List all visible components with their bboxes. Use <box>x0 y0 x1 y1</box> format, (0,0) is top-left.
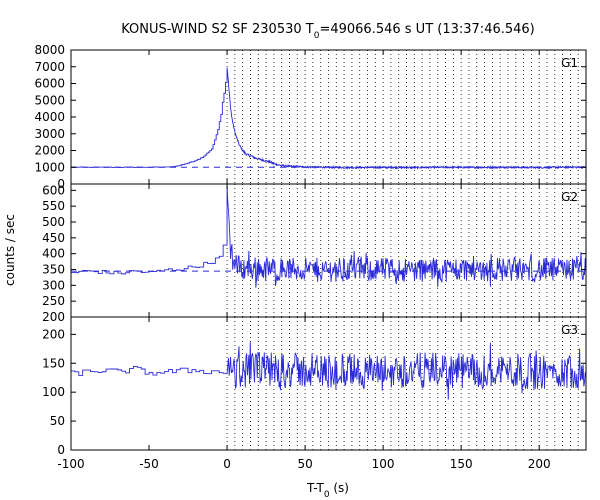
y-tick-label: 200 <box>42 310 65 324</box>
panel-label: G1 <box>561 56 578 70</box>
y-tick-label: 2000 <box>34 144 65 158</box>
y-tick-label: 6000 <box>34 77 65 91</box>
y-tick-label: 8000 <box>34 43 65 57</box>
panel-label: G2 <box>561 190 578 204</box>
y-tick-label: 0 <box>57 443 65 457</box>
y-tick-label: 450 <box>42 231 65 245</box>
panel-label: G3 <box>561 323 578 337</box>
x-tick-label: -100 <box>57 457 84 471</box>
y-tick-label: 550 <box>42 199 65 213</box>
y-tick-label: 4000 <box>34 110 65 124</box>
x-axis-label: T-T0 (s) <box>306 481 349 500</box>
x-tick-label: 150 <box>450 457 473 471</box>
y-tick-label: 0 <box>57 177 65 191</box>
panel-frame <box>70 316 587 451</box>
y-tick-label: 200 <box>42 327 65 341</box>
figure-title: KONUS-WIND S2 SF 230530 T0=49066.546 s U… <box>121 22 535 41</box>
y-tick-label: 5000 <box>34 93 65 107</box>
panel-g3: 0 50 100 150 200 G3 -100 -50 0 50 100 150 200 <box>42 316 587 471</box>
panel-frame <box>70 183 587 318</box>
x-tick-label: 200 <box>528 457 551 471</box>
y-tick-label: 150 <box>42 356 65 370</box>
y-tick-label: 500 <box>42 215 65 229</box>
series-line <box>71 67 587 170</box>
x-tick-label: -50 <box>139 457 159 471</box>
x-tick-label: 0 <box>223 457 231 471</box>
y-tick-label: 100 <box>42 385 65 399</box>
y-tick-label: 3000 <box>34 127 65 141</box>
y-tick-label: 400 <box>42 247 65 261</box>
panel-g1: 0 1000 2000 3000 4000 5000 6000 7000 8000 G1 <box>34 43 587 191</box>
y-tick-label: 1000 <box>34 160 65 174</box>
y-tick-label: 250 <box>42 294 65 308</box>
y-tick-label: 300 <box>42 278 65 292</box>
y-tick-label: 600 <box>42 183 65 197</box>
chart-panels: 010002000300040005000600070008000G120025… <box>34 43 587 471</box>
y-axis-label: counts / sec <box>3 214 17 286</box>
x-tick-label: 50 <box>297 457 312 471</box>
x-tick-label: 100 <box>372 457 395 471</box>
y-tick-label: 350 <box>42 263 65 277</box>
y-tick-label: 7000 <box>34 60 65 74</box>
y-tick-label: 50 <box>50 414 65 428</box>
series-line <box>71 341 587 400</box>
series-line <box>71 185 587 288</box>
